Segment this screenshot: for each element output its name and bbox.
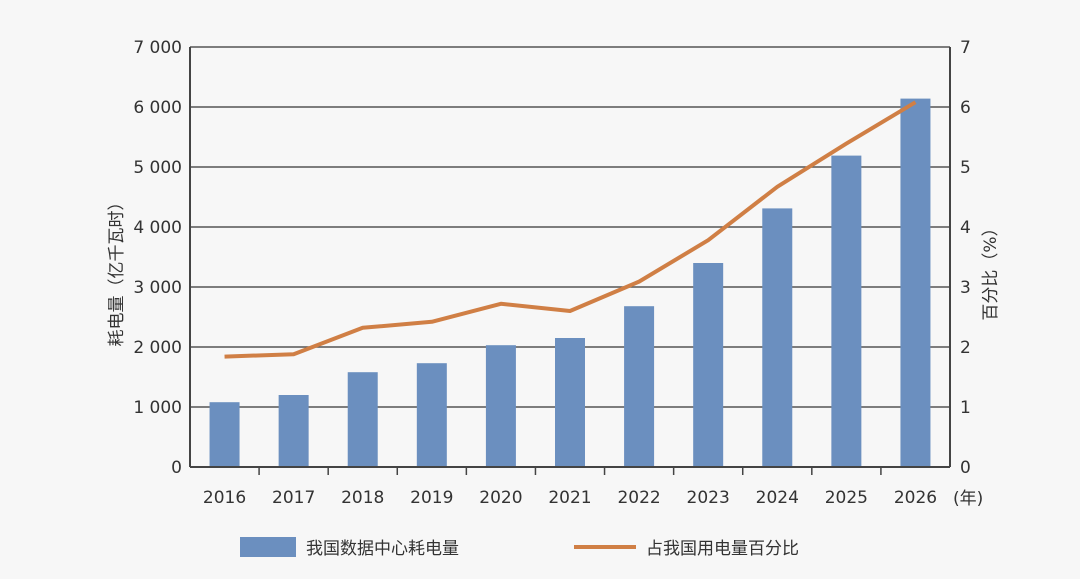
- x-tick-label: 2025: [825, 488, 868, 508]
- bar: [209, 402, 240, 467]
- y2-tick-label: 2: [960, 338, 971, 358]
- y-tick-label: 5 000: [133, 158, 182, 178]
- x-tick-label: 2016: [203, 488, 246, 508]
- y2-tick-label: 5: [960, 158, 971, 178]
- bar: [278, 395, 309, 467]
- y2-tick-label: 0: [960, 458, 971, 478]
- y-tick-label: 2 000: [133, 338, 182, 358]
- x-axis-unit: (年): [953, 489, 983, 509]
- y-tick-label: 3 000: [133, 278, 182, 298]
- x-tick-label: 2020: [479, 488, 522, 508]
- x-tick-label: 2026: [894, 488, 937, 508]
- bar: [831, 155, 862, 467]
- bars: [209, 98, 931, 467]
- y-tick-label: 1 000: [133, 398, 182, 418]
- x-tick-label: 2019: [410, 488, 453, 508]
- legend-label-bar: 我国数据中心耗电量: [306, 539, 459, 559]
- x-tick-label: 2024: [756, 488, 799, 508]
- bar: [900, 98, 931, 467]
- line-path: [224, 100, 917, 359]
- y2-tick-label: 7: [960, 38, 971, 58]
- x-tick-label: 2017: [272, 488, 315, 508]
- legend: 我国数据中心耗电量 占我国用电量百分比: [240, 537, 799, 559]
- y-tick-label: 4 000: [133, 218, 182, 238]
- bar: [555, 338, 585, 467]
- y-axis-label: 耗电量（亿千瓦时）: [107, 194, 127, 347]
- y2-tick-label: 4: [960, 218, 971, 238]
- x-tick-label: 2022: [617, 488, 660, 508]
- y2-axis-label: 百分比（%）: [981, 219, 1001, 320]
- bar: [762, 208, 793, 467]
- legend-swatch-bar: [240, 537, 296, 557]
- axes: 0 1 000 2 000 3 000 4 000 5 000 6 000 7 000 0 1 2 3…: [133, 38, 971, 508]
- x-tick-label: 2021: [548, 488, 591, 508]
- bar: [416, 363, 447, 467]
- y-tick-label: 0: [171, 458, 182, 478]
- x-tick-label: 2023: [687, 488, 730, 508]
- y2-tick-label: 6: [960, 98, 971, 118]
- y-tick-label: 6 000: [133, 98, 182, 118]
- bar: [347, 372, 378, 467]
- bar: [485, 345, 516, 467]
- legend-label-line: 占我国用电量百分比: [646, 539, 799, 559]
- y2-tick-label: 1: [960, 398, 971, 418]
- line-series: [224, 100, 917, 359]
- y-tick-label: 7 000: [133, 38, 182, 58]
- y2-tick-label: 3: [960, 278, 971, 298]
- bar: [624, 306, 655, 467]
- x-tick-label: 2018: [341, 488, 384, 508]
- bar: [693, 263, 724, 467]
